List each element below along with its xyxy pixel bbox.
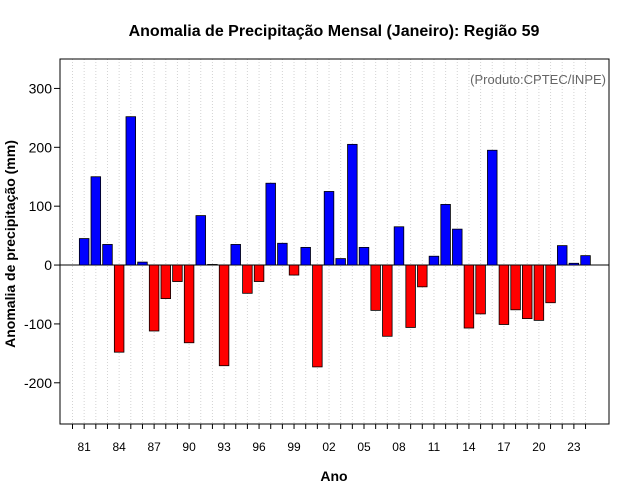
bar-95: [242, 264, 253, 294]
bar-88: [160, 264, 171, 300]
bar-97: [265, 182, 276, 266]
bar-06: [370, 264, 381, 311]
bar-91: [195, 215, 206, 266]
bar-19: [522, 264, 533, 320]
x-tick-label: 17: [497, 440, 511, 454]
x-tick-label: 14: [462, 440, 476, 454]
bar-00: [300, 246, 311, 266]
bar-04: [347, 143, 358, 266]
x-tick-label: 90: [182, 440, 196, 454]
bar-12: [440, 204, 451, 266]
bar-22: [557, 245, 568, 266]
bar-85: [125, 116, 137, 266]
bar-02: [323, 191, 335, 266]
x-tick-label: 87: [147, 440, 161, 454]
bar-89: [172, 264, 183, 282]
bar-03: [335, 258, 346, 266]
plot-frame: [59, 58, 610, 425]
chart-title: Anomalia de Precipitação Mensal (Janeiro…: [129, 23, 540, 40]
x-tick-label: 81: [77, 440, 91, 454]
y-tick-label: 0: [44, 257, 52, 273]
bar-16: [487, 149, 498, 266]
bar-18: [510, 264, 521, 311]
bar-17: [498, 264, 510, 325]
bar-09: [405, 264, 416, 328]
bar-90: [183, 264, 195, 344]
bar-82: [90, 176, 102, 266]
bar-11: [428, 255, 440, 266]
x-tick-label: 08: [392, 440, 406, 454]
source-annotation: (Produto:CPTEC/INPE): [470, 72, 606, 87]
y-tick-label: -200: [24, 375, 52, 391]
bar-15: [475, 264, 486, 315]
y-axis: -200 -100 0 100 200 300: [24, 80, 60, 391]
bar-08: [393, 226, 405, 266]
bar-81: [78, 238, 90, 266]
x-tick-label: 20: [532, 440, 546, 454]
x-tick-label: 05: [357, 440, 371, 454]
bar-83: [102, 244, 113, 266]
bar-99: [288, 264, 300, 276]
bar-86: [137, 261, 148, 266]
x-tick-label: 96: [252, 440, 266, 454]
bar-96: [253, 264, 265, 282]
bar-24: [580, 255, 591, 266]
bar-21: [545, 264, 556, 304]
bar-92: [207, 264, 218, 266]
x-tick-label: 99: [287, 440, 301, 454]
x-tick-label: 11: [428, 440, 441, 454]
x-tick-label: 93: [217, 440, 231, 454]
bar-07: [382, 264, 393, 337]
bar-94: [230, 244, 241, 266]
bar-01: [312, 264, 323, 368]
bar-98: [277, 242, 288, 266]
y-tick-label: -100: [24, 316, 52, 332]
y-tick-label: 300: [29, 80, 53, 96]
bar-20: [533, 264, 545, 321]
bar-05: [358, 246, 370, 266]
bar-84: [113, 264, 125, 353]
grid-layer: [72, 59, 587, 424]
bar-87: [148, 264, 160, 332]
x-axis-label: Ano: [320, 468, 347, 484]
y-tick-label: 200: [29, 139, 53, 155]
bar-13: [452, 228, 463, 266]
x-tick-label: 02: [322, 440, 336, 454]
x-tick-label: 84: [112, 440, 126, 454]
y-tick-label: 100: [29, 198, 53, 214]
bar-layer: [78, 116, 591, 368]
bar-93: [218, 264, 230, 367]
bar-14: [463, 264, 475, 329]
bar-10: [417, 264, 428, 288]
bar-23: [568, 262, 580, 266]
y-axis-label: Anomalia de precipitação (mm): [2, 140, 18, 348]
x-axis: 81 84 87 90 93 96 99 02 05 08 11 14 17 20 23: [72, 424, 587, 454]
x-tick-label: 23: [567, 440, 581, 454]
